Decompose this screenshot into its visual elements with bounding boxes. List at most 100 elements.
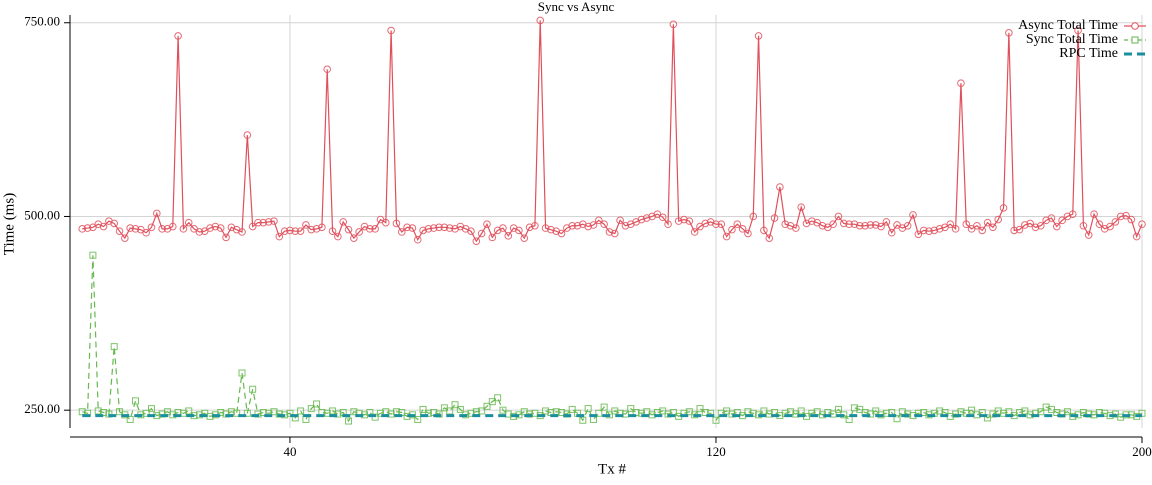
point	[542, 407, 550, 415]
point	[504, 232, 513, 240]
point	[893, 415, 901, 423]
point	[1037, 221, 1045, 230]
point	[83, 224, 92, 232]
point	[845, 220, 853, 229]
point	[765, 410, 773, 418]
point	[424, 225, 433, 233]
point	[185, 407, 193, 415]
point	[339, 218, 347, 226]
point	[312, 225, 321, 233]
point	[1138, 220, 1146, 229]
point	[621, 410, 629, 418]
point	[616, 216, 624, 225]
point	[1127, 215, 1136, 224]
point	[973, 221, 981, 230]
point	[909, 211, 917, 219]
point	[568, 405, 576, 413]
point	[515, 226, 523, 235]
point	[238, 369, 246, 377]
point	[328, 227, 337, 235]
point	[674, 217, 683, 225]
point	[989, 223, 997, 232]
point	[834, 405, 842, 413]
point	[872, 407, 880, 415]
point	[749, 212, 758, 221]
point	[983, 218, 992, 227]
point	[946, 220, 955, 229]
point	[1079, 221, 1088, 230]
point	[531, 409, 539, 417]
point	[158, 225, 166, 233]
point	[100, 409, 108, 417]
point	[600, 220, 608, 229]
point	[1111, 218, 1120, 226]
point	[722, 232, 731, 241]
point	[499, 406, 507, 414]
point	[216, 224, 225, 232]
point	[877, 222, 885, 231]
point	[1101, 409, 1109, 417]
point	[1063, 408, 1071, 416]
legend-marker	[1131, 22, 1139, 30]
point	[499, 224, 507, 232]
point	[600, 403, 608, 411]
point	[866, 221, 875, 229]
point	[440, 223, 449, 232]
point	[387, 26, 395, 35]
point	[781, 220, 789, 229]
point	[121, 234, 129, 242]
point	[558, 409, 566, 417]
point	[280, 227, 289, 235]
point	[142, 409, 150, 417]
x-tick-label: 40	[283, 444, 296, 459]
point	[680, 215, 688, 224]
point	[589, 221, 598, 229]
point	[701, 219, 710, 228]
point	[126, 415, 134, 423]
point	[1095, 220, 1104, 229]
point	[882, 409, 890, 417]
point	[855, 221, 864, 230]
point	[249, 385, 257, 393]
point	[184, 218, 193, 227]
point	[1047, 214, 1056, 222]
point	[419, 405, 427, 413]
point	[925, 227, 933, 235]
point	[478, 407, 486, 415]
point	[477, 229, 486, 238]
point	[903, 221, 912, 230]
point	[483, 220, 491, 229]
point	[132, 397, 140, 405]
point	[179, 409, 187, 417]
point	[1015, 225, 1024, 234]
point	[994, 407, 1002, 415]
point	[467, 409, 475, 417]
point	[829, 220, 837, 229]
point	[126, 224, 134, 232]
point	[297, 407, 305, 415]
point	[323, 65, 332, 74]
point	[738, 225, 747, 233]
x-tick-label: 120	[706, 444, 726, 459]
point	[424, 409, 432, 417]
point	[313, 400, 321, 408]
point	[334, 410, 342, 418]
point	[419, 226, 427, 235]
point	[776, 183, 784, 191]
point	[658, 213, 667, 222]
point	[962, 220, 971, 229]
y-tick-label: 750.00	[24, 14, 60, 29]
point	[850, 220, 859, 229]
point	[350, 408, 358, 416]
point	[147, 223, 156, 232]
point	[669, 20, 678, 29]
chart-title: Sync vs Async	[538, 0, 615, 14]
point	[882, 218, 891, 226]
point	[957, 79, 965, 87]
point	[381, 218, 390, 227]
legend-label: RPC Time	[1059, 46, 1118, 61]
point	[211, 222, 220, 231]
point	[504, 410, 512, 418]
point	[142, 228, 150, 237]
